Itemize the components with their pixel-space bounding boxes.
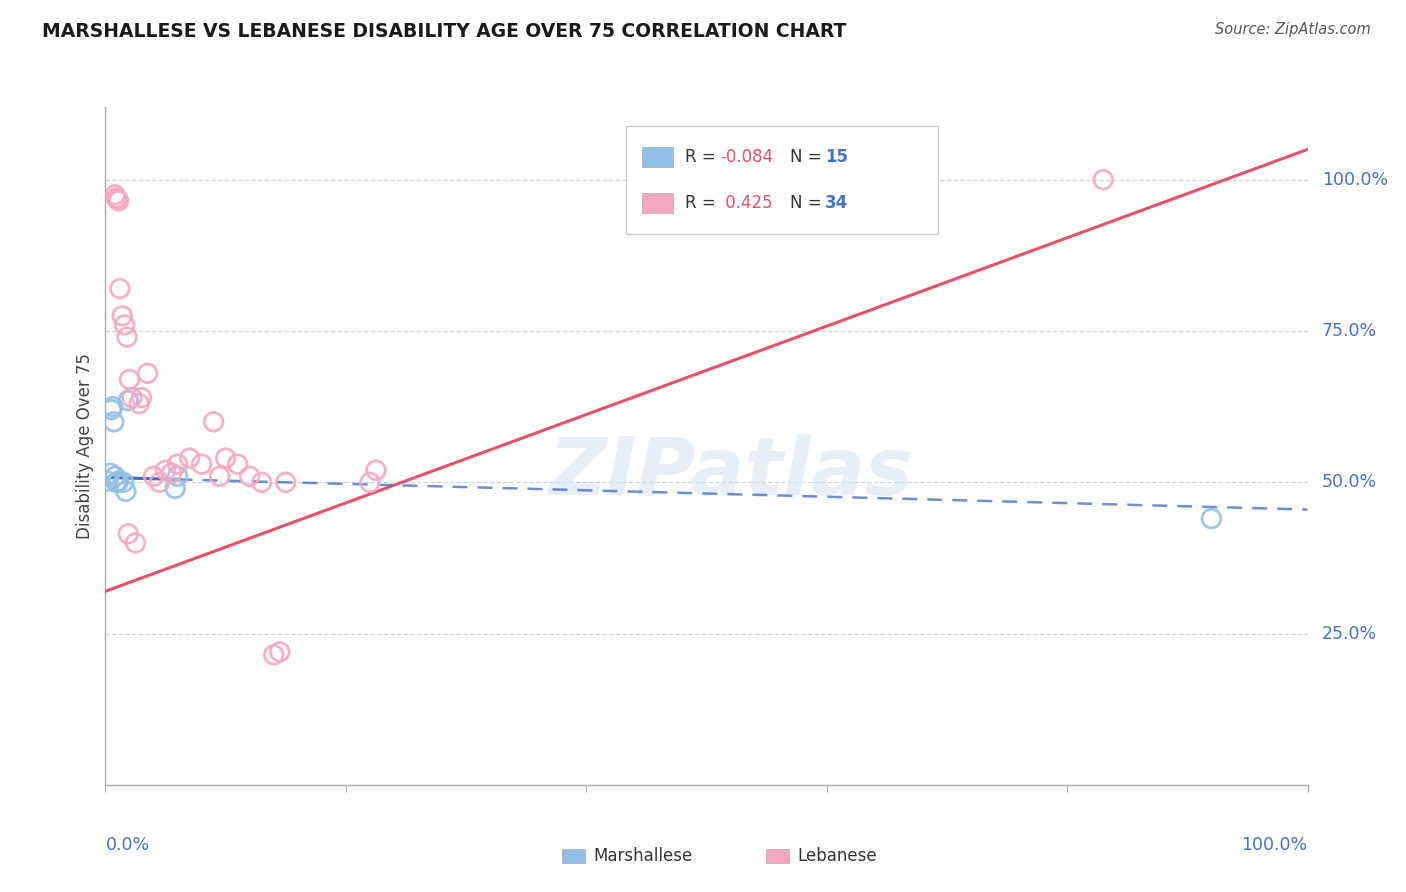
Point: [104, 187, 127, 202]
Point: [98, 467, 121, 481]
Point: [118, 372, 141, 386]
Text: 34: 34: [825, 194, 848, 212]
Text: -0.084: -0.084: [720, 148, 773, 166]
Point: [115, 330, 138, 344]
Point: [148, 475, 170, 490]
Point: [104, 469, 127, 483]
Text: N =: N =: [790, 194, 827, 212]
Point: [111, 309, 134, 323]
Text: 50.0%: 50.0%: [1322, 474, 1376, 491]
Point: [269, 645, 291, 659]
Point: [107, 475, 129, 490]
Point: [112, 475, 135, 490]
Point: [208, 469, 231, 483]
Point: [142, 469, 165, 483]
Point: [117, 526, 139, 541]
Point: [131, 391, 153, 405]
Text: 15: 15: [825, 148, 848, 166]
Text: Marshallese: Marshallese: [593, 847, 693, 865]
Point: [166, 457, 188, 471]
Point: [103, 415, 125, 429]
Text: R =: R =: [685, 194, 721, 212]
Y-axis label: Disability Age Over 75: Disability Age Over 75: [76, 353, 94, 539]
Point: [97, 474, 120, 488]
Text: N =: N =: [790, 148, 827, 166]
Text: 100.0%: 100.0%: [1241, 836, 1308, 854]
Point: [364, 463, 387, 477]
Point: [114, 318, 136, 332]
Point: [155, 463, 177, 477]
Point: [105, 475, 128, 490]
Point: [124, 536, 146, 550]
Point: [179, 451, 201, 466]
Text: 0.0%: 0.0%: [105, 836, 149, 854]
Point: [239, 469, 262, 483]
Point: [165, 482, 187, 496]
Point: [226, 457, 249, 471]
Point: [190, 457, 212, 471]
Text: Lebanese: Lebanese: [797, 847, 877, 865]
Text: 75.0%: 75.0%: [1322, 322, 1376, 340]
Point: [115, 484, 138, 499]
Point: [1092, 172, 1115, 186]
Point: [202, 415, 225, 429]
Text: MARSHALLESE VS LEBANESE DISABILITY AGE OVER 75 CORRELATION CHART: MARSHALLESE VS LEBANESE DISABILITY AGE O…: [42, 22, 846, 41]
Text: 100.0%: 100.0%: [1322, 170, 1388, 189]
Text: 25.0%: 25.0%: [1322, 624, 1376, 642]
Point: [166, 469, 188, 483]
Point: [108, 282, 131, 296]
Point: [128, 396, 150, 410]
Point: [107, 194, 129, 208]
Point: [160, 467, 183, 481]
Point: [121, 391, 143, 405]
Point: [214, 451, 236, 466]
Text: Source: ZipAtlas.com: Source: ZipAtlas.com: [1215, 22, 1371, 37]
Text: R =: R =: [685, 148, 721, 166]
Point: [107, 192, 129, 206]
Text: 0.425: 0.425: [720, 194, 772, 212]
Point: [105, 191, 128, 205]
Point: [263, 648, 285, 662]
Point: [117, 393, 139, 408]
Text: ZIPatlas: ZIPatlas: [548, 434, 912, 512]
Point: [101, 400, 124, 414]
Point: [250, 475, 273, 490]
Point: [136, 367, 159, 381]
Point: [100, 402, 122, 417]
Point: [107, 474, 129, 488]
Point: [359, 475, 381, 490]
Point: [1201, 511, 1223, 525]
Point: [274, 475, 297, 490]
